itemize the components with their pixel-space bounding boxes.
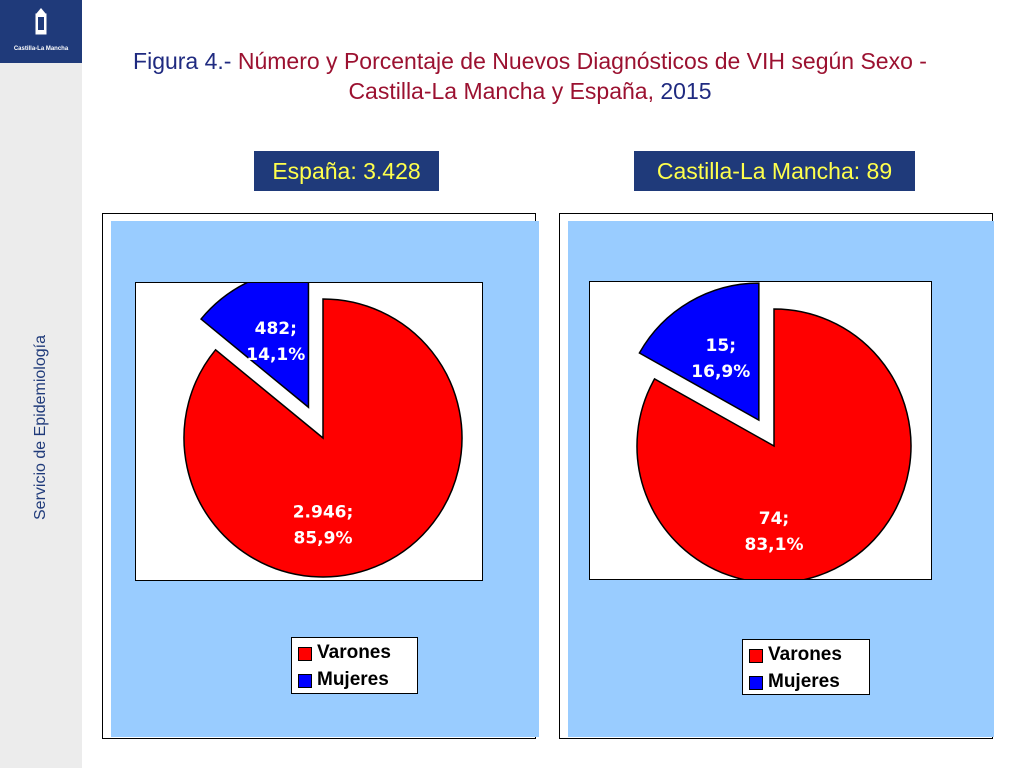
- spain-total-header: España: 3.428: [254, 151, 439, 191]
- legend-label-varones: Varones: [317, 642, 391, 663]
- clm-legend: Varones Mujeres: [742, 639, 870, 695]
- title-prefix: Figura 4.-: [133, 48, 232, 74]
- clm-total-header: Castilla-La Mancha: 89: [634, 151, 915, 191]
- clm-label-percent-mujeres: 16,9%: [691, 362, 750, 382]
- spain-pie-chart: 2.946; 85,9% 482; 14,1%: [183, 267, 463, 578]
- clm-label-value-varones: 74;: [759, 509, 789, 529]
- page-title: Figura 4.- Número y Porcentaje de Nuevos…: [90, 46, 970, 106]
- spain-chart-panel: 2.946; 85,9% 482; 14,1% Varones Mujeres: [102, 213, 539, 739]
- spain-label-percent-varones: 85,9%: [294, 528, 353, 548]
- legend-swatch-varones: [749, 649, 763, 663]
- clm-chart-area: 74; 83,1% 15; 16,9% Varones Mujeres: [568, 221, 994, 737]
- legend-label-mujeres: Mujeres: [768, 671, 840, 692]
- sidebar: Castilla-La Mancha Servicio de Epidemiol…: [0, 0, 82, 768]
- legend-swatch-varones: [298, 647, 312, 661]
- clm-label-percent-varones: 83,1%: [745, 535, 804, 555]
- title-main: Número y Porcentaje de Nuevos Diagnóstic…: [231, 48, 927, 104]
- spain-legend: Varones Mujeres: [291, 637, 418, 694]
- spain-label-percent-mujeres: 14,1%: [246, 345, 305, 365]
- sidebar-vertical-label: Servicio de Epidemiología: [32, 335, 49, 520]
- spain-label-value-varones: 2.946;: [293, 502, 354, 522]
- clm-slice-mujeres: [638, 282, 760, 422]
- clm-chart-panel: 74; 83,1% 15; 16,9% Varones Mujeres: [559, 213, 994, 739]
- legend-swatch-mujeres: [298, 674, 312, 688]
- legend-label-mujeres: Mujeres: [317, 669, 389, 690]
- legend-label-varones: Varones: [768, 644, 842, 665]
- legend-swatch-mujeres: [749, 676, 763, 690]
- logo-text: Castilla-La Mancha: [13, 46, 69, 52]
- clm-plot-area: 74; 83,1% 15; 16,9%: [589, 281, 932, 584]
- logo: Castilla-La Mancha: [0, 0, 82, 63]
- spain-chart-area: 2.946; 85,9% 482; 14,1% Varones Mujeres: [111, 221, 539, 737]
- clm-slice-varones: [636, 308, 912, 584]
- clm-label-value-mujeres: 15;: [706, 336, 736, 356]
- coat-of-arms-icon: [35, 8, 47, 35]
- spain-label-value-mujeres: 482;: [255, 319, 297, 339]
- clm-pie-chart: 74; 83,1% 15; 16,9%: [636, 282, 912, 584]
- spain-plot-area: 2.946; 85,9% 482; 14,1%: [135, 267, 483, 581]
- title-year: 2015: [660, 78, 712, 104]
- spain-slice-varones: [183, 298, 463, 578]
